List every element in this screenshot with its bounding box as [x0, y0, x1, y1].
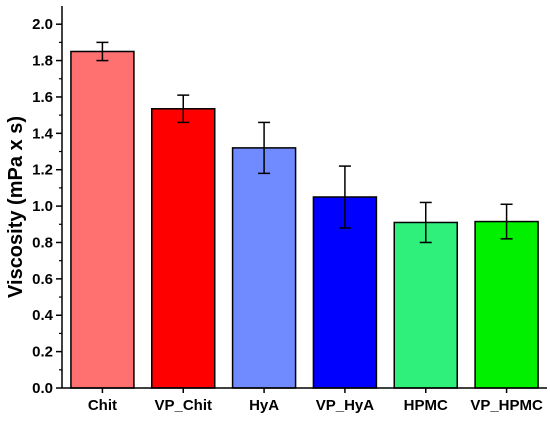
error-bar-vp-hpmc — [500, 203, 513, 240]
bar-vp-hpmc — [474, 220, 539, 389]
bar-hpmc — [393, 221, 458, 389]
y-tick-label: 1.8 — [32, 53, 53, 70]
error-bars-layer — [96, 41, 513, 244]
error-bar-vp-chit — [177, 94, 190, 124]
y-tick-label: 0.2 — [32, 344, 53, 361]
error-bar-hya — [258, 121, 271, 175]
axes-layer — [56, 6, 547, 393]
y-tick-label: 0.6 — [32, 271, 53, 288]
error-bar-hpmc — [419, 201, 432, 244]
bars-layer — [70, 50, 539, 389]
x-tick-label-hya: HyA — [249, 397, 279, 414]
bar-vp-hya — [312, 196, 378, 389]
error-bar-chit — [96, 41, 109, 62]
x-tick-label-chit: Chit — [88, 397, 117, 414]
y-tick-label: 0.0 — [32, 380, 53, 397]
y-tick-label: 0.8 — [32, 234, 53, 251]
x-tick-label-vp-hpmc: VP_HPMC — [470, 397, 543, 414]
x-tick-label-hpmc: HPMC — [404, 397, 448, 414]
y-tick-label: 1.0 — [32, 198, 53, 215]
x-tick-label-vp-hya: VP_HyA — [316, 397, 375, 414]
bar-hya — [231, 147, 297, 389]
bar-chit — [70, 50, 135, 389]
y-tick-label: 1.2 — [32, 162, 53, 179]
y-tick-label: 1.4 — [32, 125, 54, 142]
y-tick-label: 1.6 — [32, 89, 53, 106]
error-bar-vp-hya — [338, 165, 351, 229]
y-tick-label: 0.4 — [32, 307, 54, 324]
x-tick-label-vp-chit: VP_Chit — [154, 397, 212, 414]
labels-layer: Chit VP_Chit HyA VP_HyA HPMC VP_HPMC 0.0 0.2 0.4… — [32, 16, 543, 414]
y-axis-title: Viscosity (mPa x s) — [5, 116, 27, 298]
bar-vp-chit — [151, 108, 216, 389]
y-tick-label: 2.0 — [32, 16, 53, 33]
